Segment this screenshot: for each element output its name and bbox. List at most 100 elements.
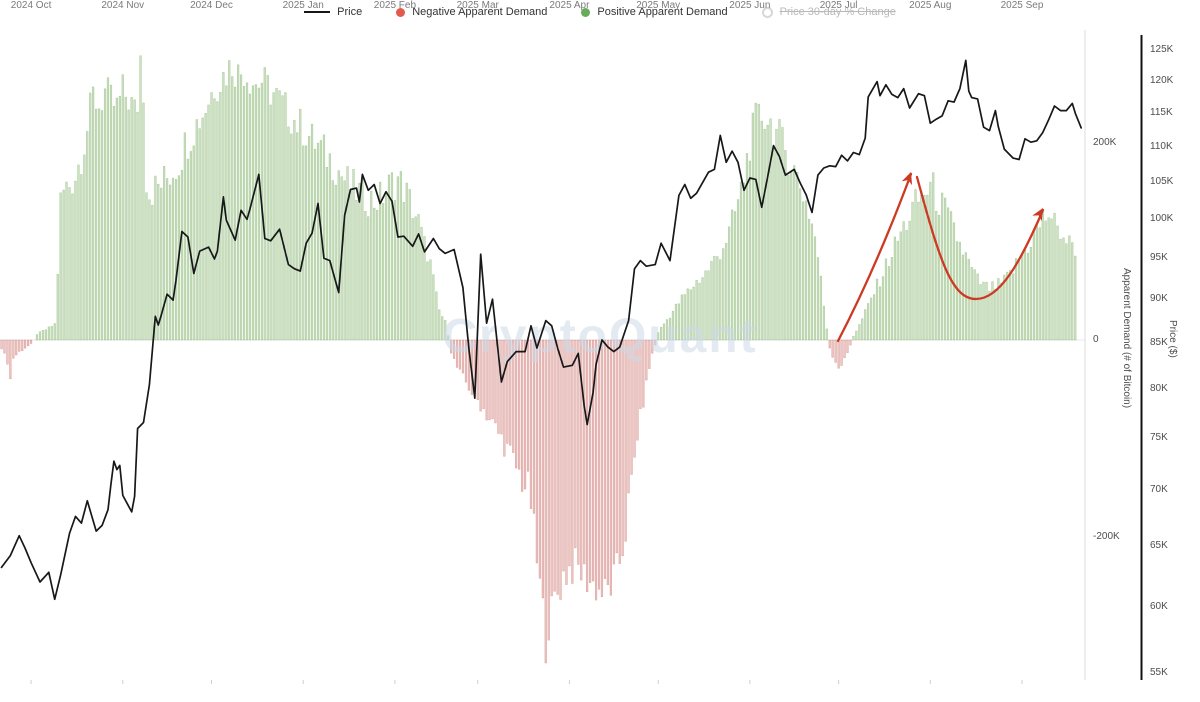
- demand-bar-positive: [707, 270, 710, 341]
- demand-bar-positive: [322, 134, 326, 341]
- demand-bar-positive: [701, 277, 704, 341]
- demand-bar-negative: [651, 339, 654, 354]
- demand-bar-positive: [781, 127, 784, 341]
- demand-bar-negative: [3, 339, 6, 354]
- demand-bar-positive: [988, 291, 991, 341]
- demand-bar-negative: [624, 339, 627, 542]
- demand-bar-positive: [115, 97, 118, 341]
- demand-bar-positive: [813, 236, 817, 341]
- demand-bar-negative: [831, 339, 834, 358]
- demand-bar-positive: [796, 172, 799, 341]
- demand-bar-negative: [571, 339, 574, 584]
- demand-bar-positive: [77, 164, 80, 341]
- demand-bar-positive: [166, 178, 169, 341]
- demand-bar-positive: [263, 67, 266, 341]
- demand-bar-positive: [1020, 254, 1024, 341]
- demand-bar-positive: [1035, 225, 1038, 341]
- demand-bar-positive: [290, 133, 293, 341]
- demand-bar-positive: [719, 259, 722, 341]
- legend-item-price-30-day-change[interactable]: Price 30-day % Change: [761, 6, 896, 18]
- legend-item-price[interactable]: Price: [304, 6, 362, 18]
- demand-bar-positive: [1047, 217, 1050, 341]
- demand-bar-positive: [160, 187, 163, 341]
- dot-swatch-icon: [581, 7, 591, 17]
- demand-bar-positive: [447, 335, 450, 341]
- demand-bar-positive: [154, 175, 157, 341]
- demand-bar-positive: [302, 145, 305, 341]
- demand-bar-positive: [343, 180, 346, 341]
- demand-bar-positive: [284, 92, 287, 341]
- demand-bar-negative: [521, 339, 524, 492]
- chart-legend: Price Negative Apparent Demand Positive Ap…: [0, 3, 1200, 21]
- price-tick-label: 85K: [1150, 336, 1168, 348]
- demand-bar-positive: [991, 281, 994, 341]
- demand-bar-negative: [541, 339, 544, 599]
- demand-bar-positive: [234, 86, 237, 341]
- demand-bars: [0, 55, 1077, 664]
- demand-bar-positive: [390, 172, 394, 341]
- demand-bar-positive: [864, 309, 867, 341]
- demand-bar-positive: [1038, 227, 1041, 341]
- demand-bar-positive: [237, 64, 240, 341]
- demand-bar-positive: [855, 330, 858, 341]
- dot-swatch-icon: [761, 6, 773, 18]
- demand-bar-negative: [500, 339, 503, 435]
- demand-bar-negative: [574, 339, 577, 549]
- legend-item-positive-apparent-demand[interactable]: Positive Apparent Demand: [581, 6, 728, 18]
- demand-bar-negative: [488, 339, 491, 421]
- demand-bar-positive: [657, 332, 660, 341]
- demand-bar-negative: [0, 339, 3, 350]
- demand-bar-positive: [1023, 248, 1027, 341]
- demand-bar-positive: [902, 221, 905, 341]
- demand-bar-negative: [621, 339, 624, 557]
- demand-bar-positive: [402, 202, 405, 341]
- demand-bar-positive: [1026, 252, 1030, 341]
- price-tick-label: 120K: [1150, 74, 1174, 86]
- demand-bar-positive: [89, 92, 92, 341]
- demand-bar-positive: [775, 128, 778, 341]
- demand-bar-positive: [884, 258, 888, 341]
- demand-bar-negative: [559, 339, 562, 600]
- demand-bar-positive: [130, 97, 133, 341]
- demand-bar-negative: [589, 339, 592, 583]
- demand-bar-positive: [754, 102, 757, 341]
- demand-bar-positive: [710, 261, 713, 341]
- legend-item-negative-apparent-demand[interactable]: Negative Apparent Demand: [396, 6, 547, 18]
- demand-bar-positive: [896, 240, 899, 341]
- demand-bar-positive: [668, 317, 672, 341]
- demand-bar-positive: [733, 211, 737, 341]
- demand-bar-negative: [840, 339, 843, 366]
- demand-bar-positive: [799, 188, 802, 341]
- demand-bar-negative: [532, 339, 536, 514]
- demand-bar-negative: [544, 339, 547, 664]
- demand-bar-positive: [231, 76, 234, 341]
- demand-bar-positive: [1032, 231, 1035, 341]
- demand-bar-positive: [875, 278, 879, 341]
- demand-bar-positive: [878, 286, 882, 341]
- demand-bar-positive: [665, 319, 669, 341]
- demand-bar-positive: [438, 309, 441, 341]
- x-axis-tick-label: 2025 Feb: [373, 0, 417, 11]
- demand-bar-negative: [846, 339, 849, 353]
- demand-bar-positive: [736, 199, 740, 341]
- demand-bar-positive: [810, 223, 814, 341]
- demand-bar-positive: [50, 326, 53, 341]
- demand-bar-positive: [248, 93, 252, 341]
- demand-bar-positive: [171, 177, 175, 341]
- demand-bar-positive: [337, 170, 340, 341]
- demand-bar-positive: [1003, 274, 1006, 341]
- demand-bar-negative: [849, 339, 852, 346]
- demand-bar-positive: [1056, 225, 1059, 341]
- demand-bar-positive: [787, 175, 790, 341]
- demand-bar-positive: [1044, 220, 1047, 341]
- demand-bar-positive: [1029, 247, 1032, 341]
- demand-bar-positive: [417, 214, 420, 341]
- demand-bar-positive: [334, 184, 337, 341]
- demand-bar-positive: [713, 256, 716, 341]
- demand-bar-negative: [615, 339, 618, 554]
- demand-bar-positive: [384, 193, 388, 341]
- demand-bar-negative: [503, 339, 506, 457]
- demand-bar-negative: [828, 339, 831, 349]
- demand-bar-negative: [518, 339, 521, 470]
